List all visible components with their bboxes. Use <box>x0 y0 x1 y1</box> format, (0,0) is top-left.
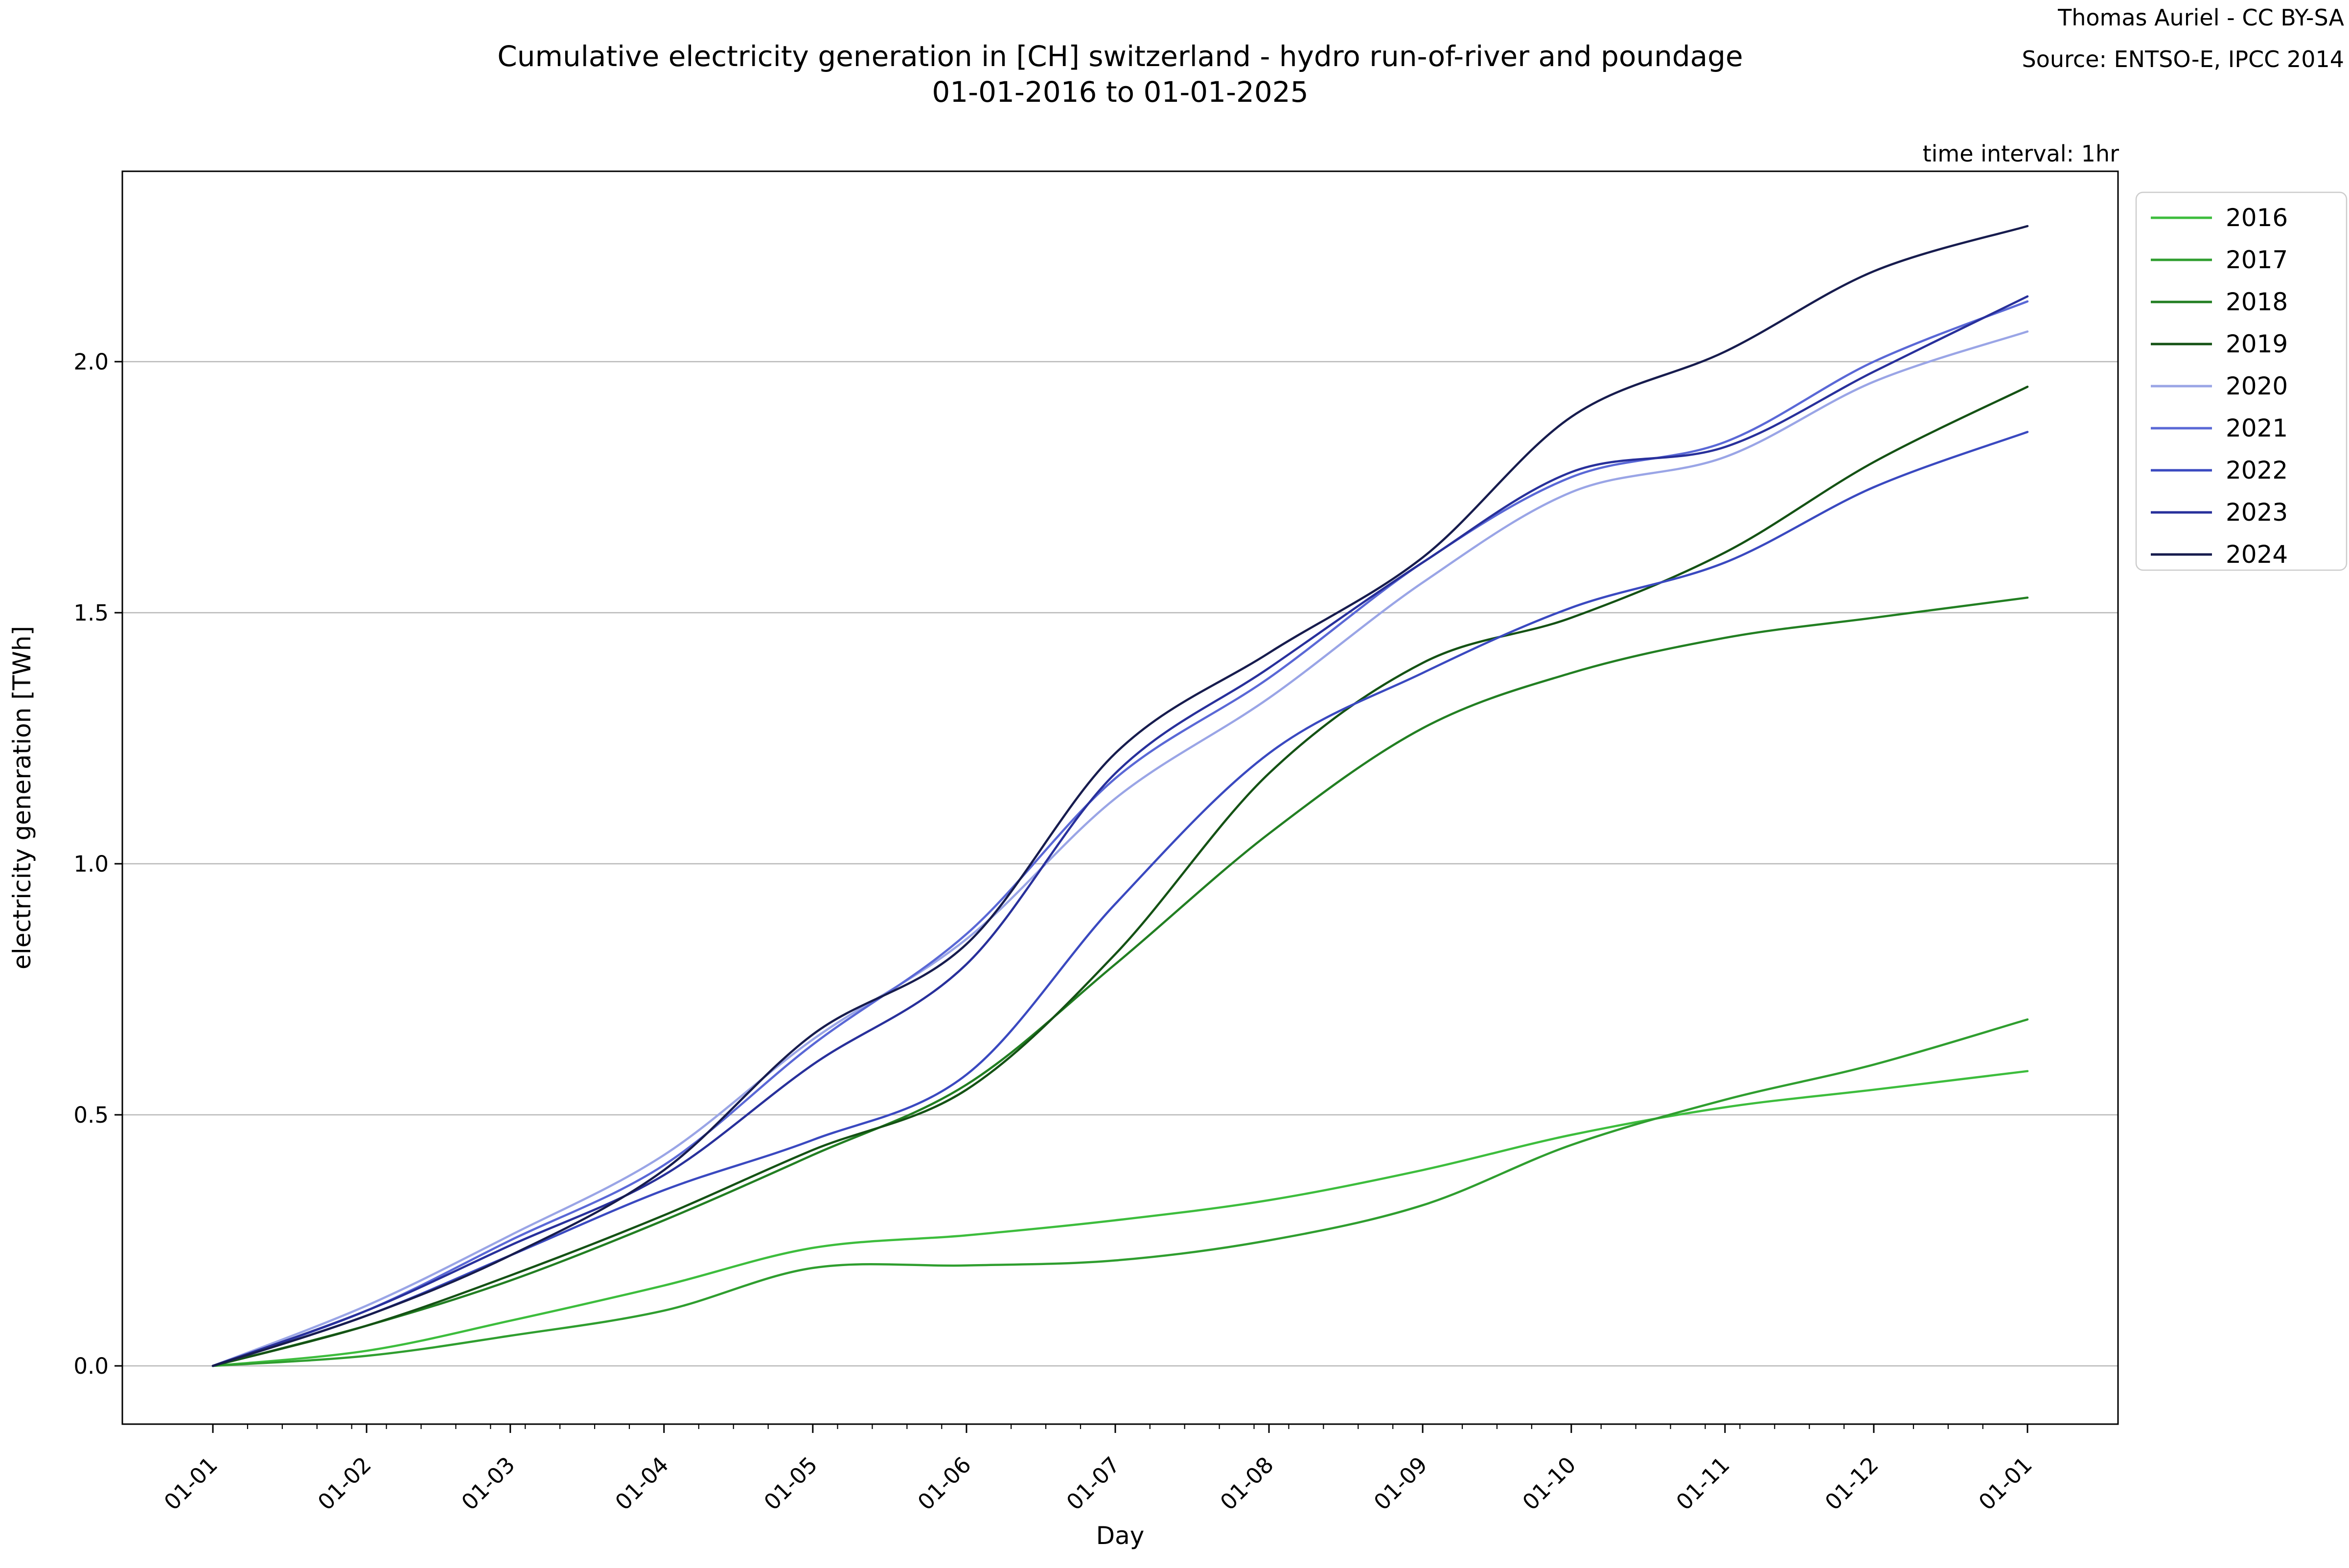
x-tick-label: 01-01 <box>159 1452 223 1515</box>
x-tick-label: 01-12 <box>1820 1452 1884 1515</box>
x-tick-label: 01-06 <box>913 1452 976 1515</box>
series-line-2016 <box>211 1070 2029 1367</box>
x-tick-label: 01-02 <box>313 1452 376 1515</box>
series-line-2017 <box>211 1018 2029 1367</box>
x-tick-label: 01-04 <box>610 1452 674 1515</box>
legend-label-2022: 2022 <box>2226 456 2288 484</box>
series-line-2024 <box>211 225 2029 1367</box>
tick-labels: 0.0 0.5 1.0 1.5 2.0 01-01 01-02 01-03 01-04 01-05… <box>73 349 2037 1515</box>
axis-ticks <box>115 361 2028 1433</box>
y-tick-label: 2.0 <box>73 349 109 375</box>
legend: 2016 2017 2018 2019 2020 2021 2022 2023 2024 <box>2135 191 2348 571</box>
y-tick-label: 0.0 <box>73 1353 109 1379</box>
series-line-2021 <box>211 300 2029 1367</box>
legend-label-2017: 2017 <box>2226 246 2288 274</box>
series-line-2022 <box>211 431 2029 1367</box>
series-line-2019 <box>211 386 2029 1367</box>
x-tick-label: 01-07 <box>1061 1452 1125 1515</box>
legend-box <box>2135 191 2348 571</box>
legend-label-2016: 2016 <box>2226 204 2288 232</box>
attribution-source: Source: ENTSO-E, IPCC 2014 <box>2022 46 2344 72</box>
legend-label-2023: 2023 <box>2226 498 2288 527</box>
y-tick-label: 1.0 <box>73 851 109 877</box>
legend-label-2020: 2020 <box>2226 372 2288 400</box>
series-line-2018 <box>211 596 2029 1367</box>
y-tick-label: 0.5 <box>73 1102 109 1128</box>
x-tick-label: 01-01 <box>1974 1452 2037 1515</box>
plot-border <box>121 170 2119 1425</box>
x-tick-label: 01-10 <box>1518 1452 1581 1515</box>
series-lines <box>211 225 2029 1367</box>
series-line-2020 <box>211 330 2029 1367</box>
attribution-author: Thomas Auriel - CC BY-SA <box>2057 4 2344 31</box>
legend-label-2018: 2018 <box>2226 288 2288 316</box>
chart-title-line1: Cumulative electricity generation in [CH… <box>497 40 1743 73</box>
x-tick-label: 01-09 <box>1369 1452 1432 1515</box>
legend-label-2019: 2019 <box>2226 330 2288 358</box>
x-tick-label: 01-03 <box>457 1452 520 1515</box>
chart-title-line2: 01-01-2016 to 01-01-2025 <box>932 75 1308 109</box>
y-tick-label: 1.5 <box>73 600 109 626</box>
series-line-2023 <box>211 295 2029 1367</box>
gridlines <box>122 361 2118 1367</box>
time-interval-note: time interval: 1hr <box>1923 140 2119 167</box>
plot-frame <box>121 170 2119 1425</box>
x-tick-label: 01-05 <box>759 1452 823 1515</box>
x-tick-label: 01-11 <box>1671 1452 1735 1515</box>
y-axis-label: electricity generation [TWh] <box>8 626 36 969</box>
x-axis-label: Day <box>1096 1522 1145 1550</box>
legend-label-2021: 2021 <box>2226 414 2288 442</box>
x-tick-label: 01-08 <box>1215 1452 1279 1515</box>
legend-label-2024: 2024 <box>2226 540 2288 569</box>
